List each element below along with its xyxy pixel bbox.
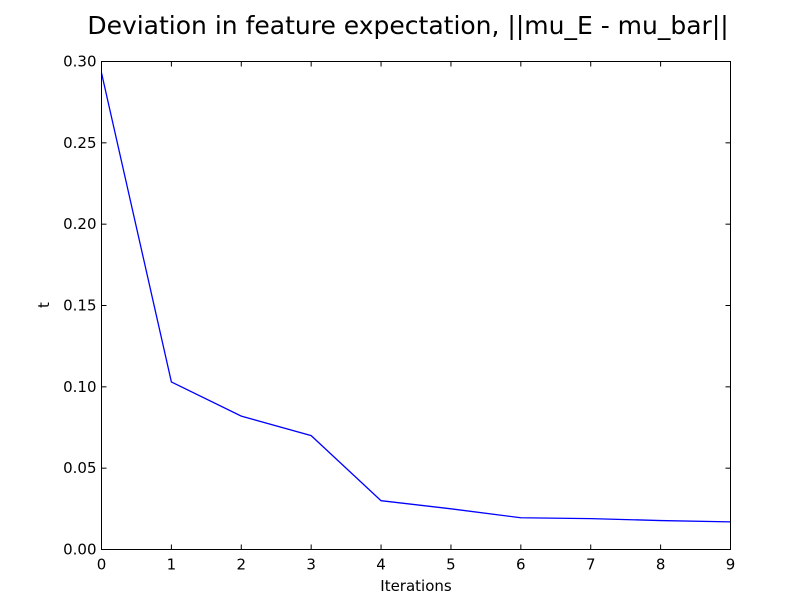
x-tick-label: 4 (376, 556, 386, 574)
x-tick-label: 3 (306, 556, 316, 574)
x-tick-label: 6 (516, 556, 526, 574)
y-tick-label: 0.15 (63, 297, 96, 315)
y-axis-label: t (35, 302, 53, 308)
plot-frame (101, 61, 731, 550)
y-tick-label: 0.00 (63, 541, 96, 559)
x-tick-label: 5 (446, 556, 456, 574)
x-axis-label: Iterations (380, 577, 452, 595)
y-tick-label: 0.05 (63, 459, 96, 477)
y-tick-label: 0.25 (63, 134, 96, 152)
x-tick-label: 1 (167, 556, 177, 574)
series-line-0 (100, 72, 731, 523)
y-axis: 0.00 0.05 0.10 0.15 0.20 0.25 0.30 (63, 53, 731, 559)
x-tick-label: 0 (97, 556, 107, 574)
x-tick-label: 9 (726, 556, 736, 574)
series-layer (100, 72, 731, 523)
x-tick-label: 7 (586, 556, 596, 574)
x-tick-label: 8 (656, 556, 666, 574)
y-tick-label: 0.10 (63, 378, 96, 396)
y-tick-label: 0.30 (63, 53, 96, 71)
y-tick-label: 0.20 (63, 215, 96, 233)
x-tick-label: 2 (237, 556, 247, 574)
chart-title: Deviation in feature expectation, ||mu_E… (87, 11, 728, 40)
x-axis: 0 1 2 3 4 5 6 7 8 9 (97, 61, 736, 574)
